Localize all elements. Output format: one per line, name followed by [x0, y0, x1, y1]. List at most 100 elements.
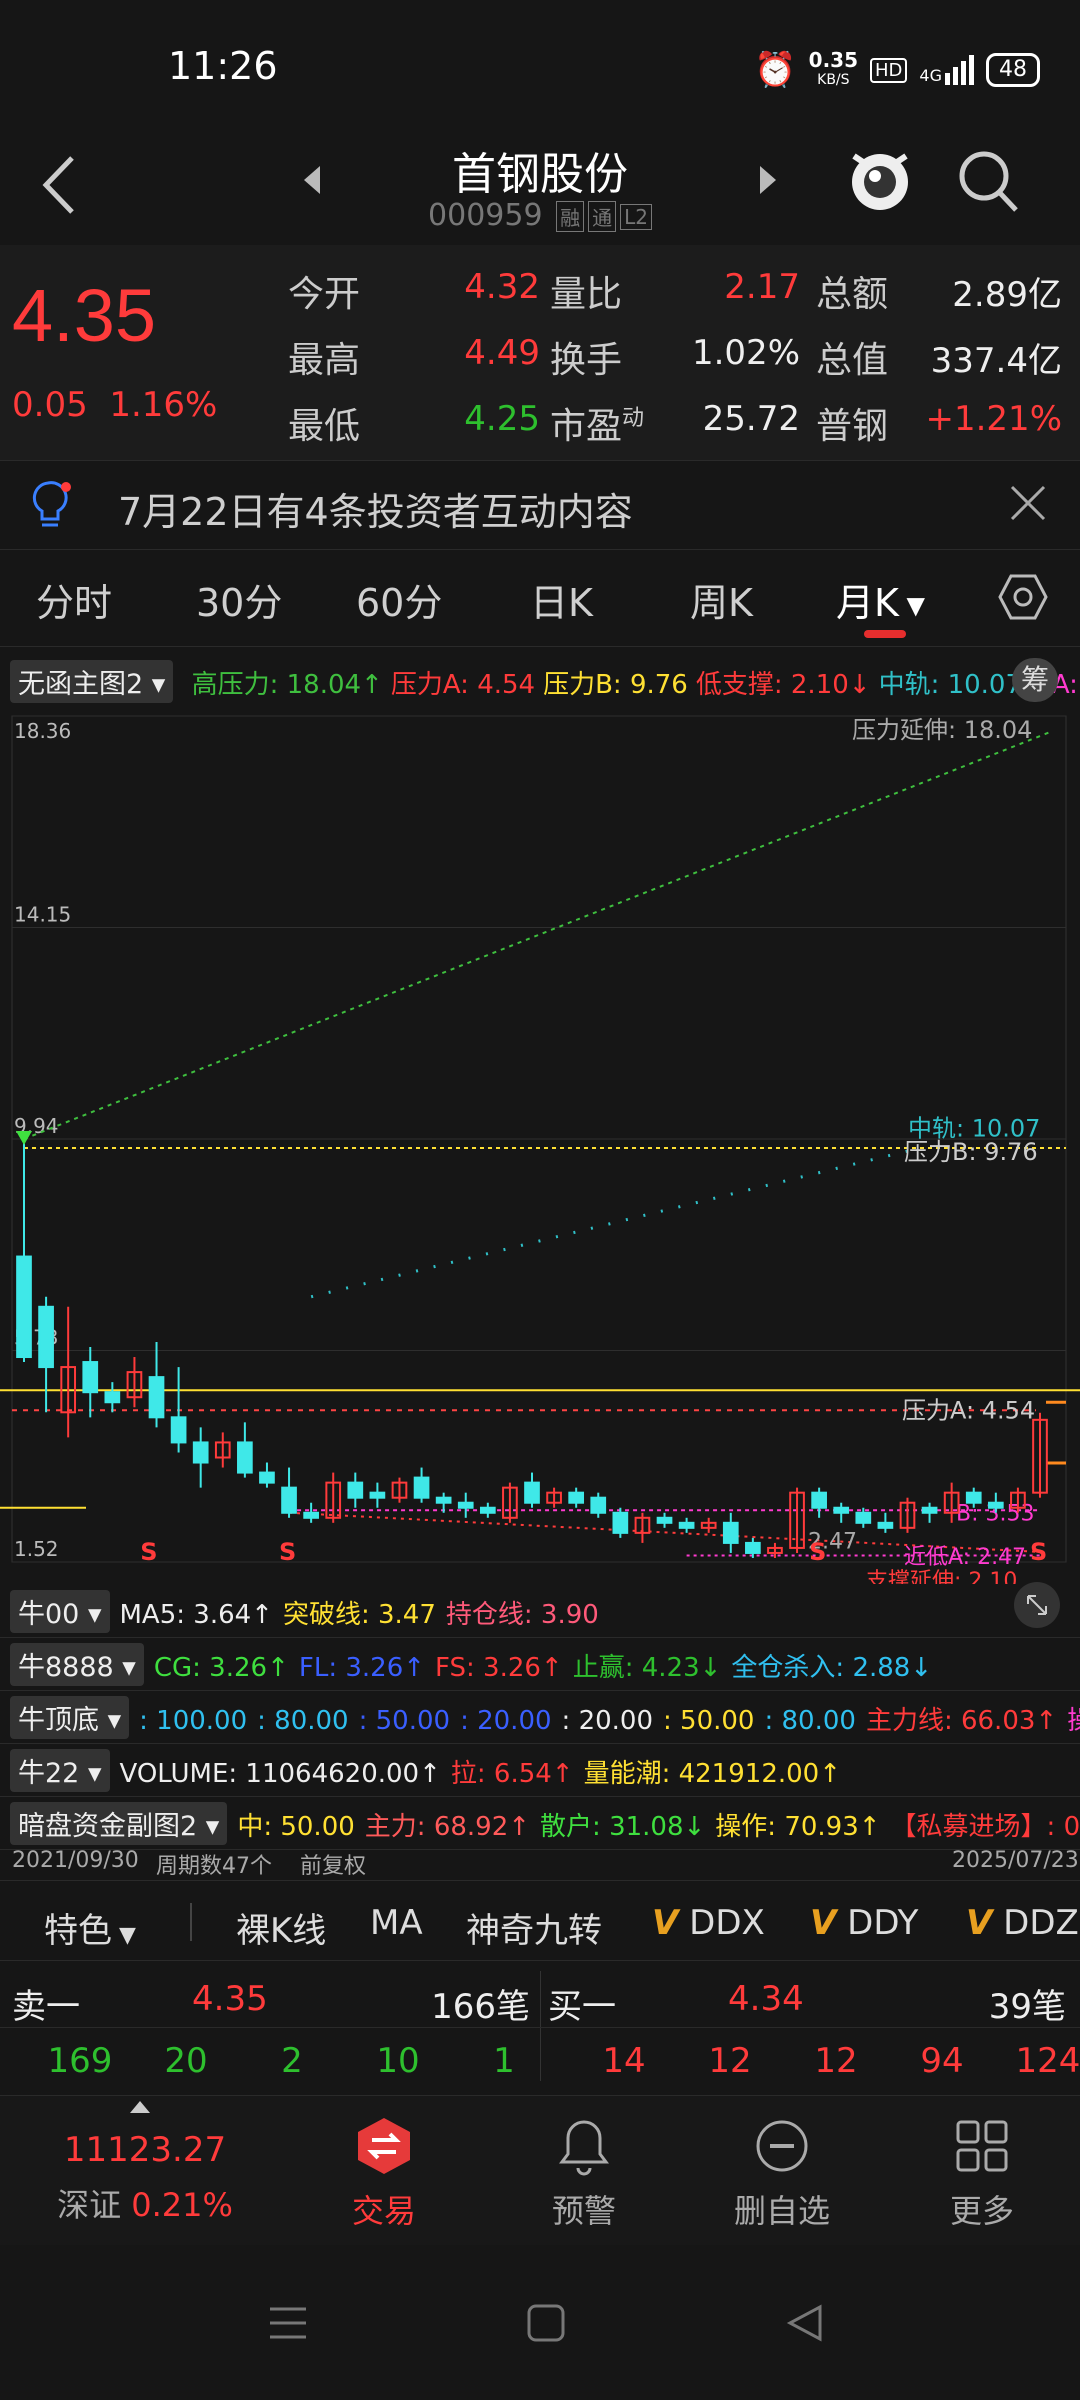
stock-header: 首钢股份 000959 融通 L2 — [0, 130, 1080, 245]
sub-indicator-value: MA5: 3.64↑ — [120, 1600, 273, 1630]
candle-body — [680, 1523, 694, 1528]
grid-icon[interactable] — [954, 2118, 1010, 2178]
pressure-a-label: 压力A: 4.54 — [902, 1396, 1035, 1424]
battery-icon: 48 — [986, 53, 1040, 87]
back-nav-icon[interactable] — [784, 2303, 824, 2347]
candle-body — [591, 1498, 605, 1513]
tab-monthly[interactable]: 月K ▼ — [836, 572, 925, 627]
tag-tong: 通 — [588, 201, 616, 232]
pressure-extension-line — [24, 732, 1050, 1139]
bell-icon[interactable] — [556, 2118, 612, 2180]
home-icon[interactable] — [526, 2303, 566, 2347]
hd-icon: HD — [870, 58, 907, 83]
sub-indicator-select[interactable]: 牛22 ▾ — [10, 1749, 110, 1792]
candle-body — [834, 1508, 848, 1513]
feature-bar: 特色 ▼ 裸K线 MA 神奇九转 V DDX V DDY V DDZ — [0, 1880, 1080, 1960]
sub-indicator-select[interactable]: 暗盘资金副图2 ▾ — [10, 1802, 227, 1845]
tab-weekly[interactable]: 周K — [690, 572, 753, 627]
near-low-label: 近低A: 2.47 — [904, 1545, 1026, 1570]
sub-indicator-value: 中: 50.00 — [237, 1812, 354, 1842]
sub-indicator-value: 量能潮: 421912.00↑ — [584, 1759, 841, 1789]
remove-favorite-icon[interactable] — [754, 2118, 810, 2178]
sub-indicator-select[interactable]: 牛00 ▾ — [10, 1590, 110, 1633]
feature-special[interactable]: 特色 ▼ — [44, 1903, 136, 1952]
candle-body — [106, 1392, 120, 1402]
y-tick-label: 18.36 — [14, 719, 71, 743]
bottom-nav: 11123.27 深证 0.21% 交易 预警 删自选 更多 — [0, 2095, 1080, 2245]
sell1-count: 166笔 — [400, 1979, 530, 2028]
tag-rong: 融 — [556, 201, 584, 232]
chip-button[interactable]: 筹 — [1012, 658, 1058, 702]
nav-trade[interactable]: 交易 — [304, 2186, 464, 2232]
sub-indicator-value: CG: 3.26↑ — [154, 1653, 289, 1683]
sector-label[interactable]: 普钢 — [816, 397, 888, 449]
sub-indicator-value: VOLUME: 11064620.00↑ — [120, 1759, 441, 1789]
nav-more[interactable]: 更多 — [902, 2186, 1062, 2232]
feature-naked-k[interactable]: 裸K线 — [236, 1903, 326, 1952]
s-marker: S — [809, 1538, 826, 1566]
buy1-count: 39笔 — [930, 1979, 1066, 2028]
sub-indicator-value: 主力线: 66.03↑ — [866, 1706, 1057, 1736]
s-marker: S — [1030, 1538, 1047, 1566]
order-book[interactable]: 卖一 4.35 166笔 买一 4.34 39笔 169 20 2 10 1 14 12 1… — [0, 1960, 1080, 2095]
high-arrow-marker — [16, 1131, 32, 1145]
stock-code: 000959 融通 L2 — [0, 198, 1080, 233]
sub-indicator-row: 牛22 ▾ VOLUME: 11064620.00↑ 拉: 6.54↑ 量能潮: 42… — [0, 1749, 1080, 1799]
feature-ddy[interactable]: V DDY — [810, 1903, 918, 1943]
close-icon[interactable] — [1008, 483, 1048, 527]
sub-indicator-select[interactable]: 牛8888 ▾ — [10, 1643, 144, 1686]
candle-body — [658, 1518, 672, 1523]
sub-indicator-row: 牛00 ▾ MA5: 3.64↑ 突破线: 3.47 持仓线: 3.90 — [0, 1590, 1080, 1640]
buy1-label: 买一 — [548, 1979, 616, 2028]
feature-ddx[interactable]: V DDX — [652, 1903, 765, 1943]
alarm-icon: ⏰ — [754, 50, 796, 90]
candle-body — [989, 1503, 1003, 1508]
main-indicator-select[interactable]: 无函主图2 ▾ — [10, 660, 173, 703]
tab-daily[interactable]: 日K — [530, 572, 593, 627]
investor-notice[interactable]: 7月22日有4条投资者互动内容 — [0, 460, 1080, 550]
queue-volume: 1 — [454, 2041, 554, 2081]
open-label: 今开 — [288, 265, 360, 317]
sub-indicator-value: : 80.00 — [764, 1706, 855, 1736]
sub-indicator-value: 止赢: 4.23↓ — [573, 1653, 722, 1683]
queue-volume: 14 — [574, 2041, 674, 2081]
v-icon: V — [810, 1903, 836, 1943]
menu-icon[interactable] — [268, 2305, 308, 2345]
tag-l2: L2 — [620, 204, 652, 230]
sub-indicator-select[interactable]: 牛顶底 ▾ — [10, 1696, 129, 1739]
tab-30min[interactable]: 30分 — [196, 572, 282, 627]
status-time: 11:26 — [168, 44, 278, 88]
index-value[interactable]: 11123.27 — [0, 2130, 290, 2170]
kline-chart[interactable]: 无函主图2 ▾ 高压力: 18.04↑ 压力A: 4.54 压力B: 9.76 低支撑… — [0, 648, 1080, 1584]
mascot-icon[interactable] — [848, 142, 912, 218]
sub-indicator-value: 突破线: 3.47 — [283, 1600, 436, 1630]
expand-icon[interactable] — [1014, 1582, 1060, 1628]
next-stock-icon[interactable] — [756, 162, 780, 202]
feature-ddz[interactable]: V DDZ — [966, 1903, 1079, 1943]
queue-volume: 124 — [998, 2041, 1080, 2081]
trade-icon[interactable] — [354, 2116, 414, 2180]
nav-alert[interactable]: 预警 — [504, 2186, 664, 2232]
tab-intraday[interactable]: 分时 — [36, 572, 112, 627]
settings-hex-icon[interactable] — [998, 572, 1048, 626]
feature-magic-nine[interactable]: 神奇九转 — [466, 1903, 602, 1952]
bulb-icon — [28, 479, 74, 537]
tab-60min[interactable]: 60分 — [356, 572, 442, 627]
market-cap-label: 总值 — [816, 331, 888, 383]
feature-ma[interactable]: MA — [370, 1903, 423, 1943]
queue-volume: 12 — [786, 2041, 886, 2081]
search-icon[interactable] — [956, 146, 1020, 220]
sub-indicator-rows: 牛00 ▾ MA5: 3.64↑ 突破线: 3.47 持仓线: 3.90 牛8888 ▾… — [0, 1584, 1080, 1846]
index-name[interactable]: 深证 0.21% — [0, 2180, 290, 2226]
adjust-mode[interactable]: 前复权 — [300, 1848, 366, 1880]
sub-indicator-value: : 20.00 — [460, 1706, 551, 1736]
net-speed: 0.35 KB/S — [809, 50, 858, 90]
pressure-b-label: 压力B: 9.76 — [904, 1138, 1038, 1166]
nav-remove-favorite[interactable]: 删自选 — [702, 2186, 862, 2232]
sub-indicator-value: FL: 3.26↑ — [299, 1653, 425, 1683]
caret-up-icon — [130, 2098, 150, 2117]
system-nav — [0, 2245, 1080, 2400]
candle-body — [150, 1377, 164, 1417]
sub-indicator-value: 拉: 6.54↑ — [451, 1759, 574, 1789]
